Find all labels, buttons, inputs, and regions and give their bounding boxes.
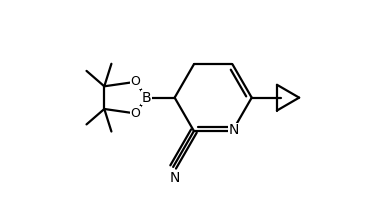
Text: N: N	[170, 171, 180, 185]
Text: B: B	[142, 91, 151, 105]
Text: N: N	[229, 123, 239, 137]
Text: O: O	[131, 75, 140, 88]
Text: O: O	[131, 107, 140, 120]
